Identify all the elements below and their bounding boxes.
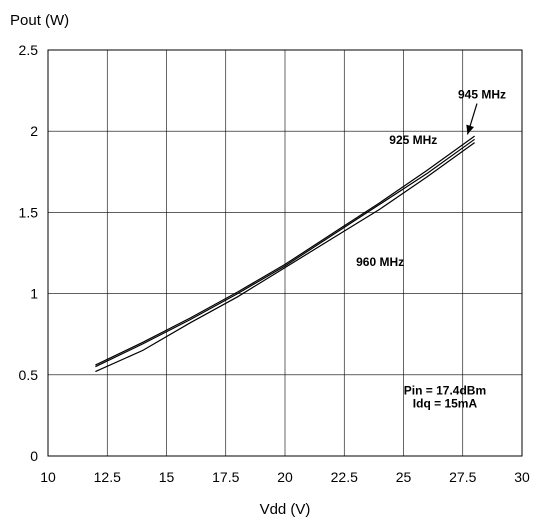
- x-tick-label: 27.5: [449, 469, 476, 485]
- plot-frame: [47, 49, 523, 457]
- x-tick-label: 12.5: [94, 469, 121, 485]
- annotation-960-mhz: 960 MHz: [356, 255, 404, 269]
- annotation-925-mhz: 925 MHz: [389, 133, 437, 147]
- x-tick-label: 30: [514, 469, 530, 485]
- y-tick-label: 1.5: [19, 204, 39, 220]
- y-axis-label: Pout (W): [10, 12, 69, 29]
- arrow-head: [466, 124, 474, 135]
- y-tick-label: 1: [30, 286, 38, 302]
- x-tick-label: 20: [277, 469, 293, 485]
- series-layer: [95, 135, 475, 373]
- x-tick-label: 10: [40, 469, 56, 485]
- series-line-945-mhz: [95, 138, 475, 368]
- y-tick-label: 2.5: [19, 42, 39, 58]
- series-line-925-mhz: [95, 135, 475, 366]
- y-tick-label: 0.5: [19, 367, 39, 383]
- annotation-idq: Idq = 15mA: [413, 396, 478, 410]
- y-tick-label: 0: [30, 448, 38, 464]
- grid: [48, 50, 522, 456]
- annotation-pin: Pin = 17.4dBm: [404, 383, 486, 397]
- x-tick-label: 15: [159, 469, 175, 485]
- y-tick-label: 2: [30, 123, 38, 139]
- series-line-960-mhz: [95, 142, 475, 373]
- x-tick-label: 17.5: [212, 469, 239, 485]
- x-tick-label: 25: [396, 469, 412, 485]
- x-tick-label: 22.5: [331, 469, 358, 485]
- annotation-arrow: [466, 103, 478, 135]
- x-axis-label: Vdd (V): [260, 501, 311, 518]
- annotation-945-mhz: 945 MHz: [458, 88, 506, 102]
